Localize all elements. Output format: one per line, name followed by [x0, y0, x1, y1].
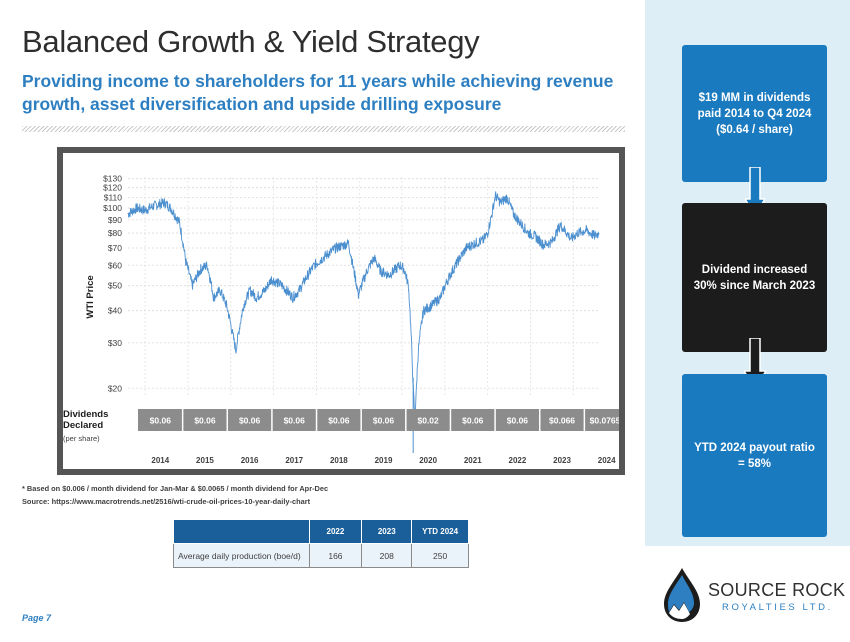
y-tick-label: $60	[108, 260, 122, 270]
oil-drop-icon	[664, 568, 700, 622]
dividend-value: $0.06	[507, 416, 529, 426]
dividends-label: Declared	[63, 420, 103, 431]
production-table: 2022 2023 YTD 2024 Average daily product…	[173, 519, 469, 568]
hatched-divider	[22, 126, 625, 132]
production-table-header-blank	[173, 519, 310, 544]
y-axis-title: WTI Price	[85, 275, 96, 318]
wti-price-chart: $130$120$110$100 $90 $80 $70 $60 $50 $40 $30 $20…	[63, 174, 619, 465]
wti-price-line	[127, 191, 600, 422]
x-tick-label: 2019	[375, 456, 393, 465]
production-row-label: Average daily production (boe/d)	[173, 543, 310, 568]
footnote-source: Source: https://www.macrotrends.net/2516…	[22, 497, 311, 506]
dividend-bar	[138, 409, 619, 431]
y-tick-label: $70	[108, 243, 122, 253]
x-tick-label: 2021	[464, 456, 482, 465]
dividend-value: $0.066	[549, 416, 575, 426]
page-subtitle: Providing income to shareholders for 11 …	[22, 71, 614, 114]
x-tick-label: 2014	[151, 456, 169, 465]
table-row: Average daily production (boe/d) 166 208…	[173, 543, 469, 568]
production-table-header-row: 2022 2023 YTD 2024	[173, 519, 469, 544]
production-table-header-2022: 2022	[308, 519, 363, 544]
y-tick-label: $80	[108, 228, 122, 238]
page-number: Page 7	[22, 613, 52, 623]
y-tick-label: $110	[104, 192, 123, 202]
y-tick-label: $130	[103, 174, 122, 184]
x-tick-label: 2018	[330, 456, 348, 465]
y-tick-label: $120	[103, 183, 122, 193]
dividend-value: $0.0765*	[590, 416, 619, 426]
dividend-value: $0.06	[373, 416, 395, 426]
sidebar-box-payout-ratio: YTD 2024 payout ratio = 58%	[682, 374, 827, 537]
x-tick-label: 2024	[598, 456, 616, 465]
production-value-2023: 208	[361, 543, 413, 568]
logo-wordmark: SOURCE ROCK	[708, 580, 846, 600]
x-tick-label: 2015	[196, 456, 214, 465]
x-tick-label: 2020	[419, 456, 437, 465]
sidebar-box-dividend-increase: Dividend increased 30% since March 2023	[682, 203, 827, 352]
dividend-value: $0.02	[417, 416, 439, 426]
y-tick-label: $100	[103, 203, 122, 213]
company-logo: SOURCE ROCK ROYALTIES LTD.	[660, 566, 845, 626]
y-tick-label: $40	[108, 306, 122, 316]
wti-chart-frame: $130 $120 $110 $100 $90 $80 $70 $60 $50 $40 $30 $20…	[57, 147, 625, 475]
production-table-header-2023: 2023	[361, 519, 413, 544]
dividends-label: Dividends	[63, 409, 108, 420]
dividend-value: $0.06	[462, 416, 484, 426]
dividend-value: $0.06	[194, 416, 216, 426]
y-tick-label: $30	[108, 338, 122, 348]
sidebar-box-dividends-paid: $19 MM in dividends paid 2014 to Q4 2024…	[682, 45, 827, 182]
x-tick-label: 2022	[509, 456, 527, 465]
footnote-asterisk: * Based on $0.006 / month dividend for J…	[22, 484, 329, 493]
y-tick-label: $90	[108, 215, 122, 225]
x-tick-label: 2023	[553, 456, 571, 465]
x-tick-label: 2017	[285, 456, 303, 465]
production-value-2022: 166	[308, 543, 363, 568]
dividends-sublabel: (per share)	[63, 434, 100, 443]
dividend-value: $0.06	[328, 416, 350, 426]
x-tick-label: 2016	[241, 456, 259, 465]
dividend-value: $0.06	[284, 416, 306, 426]
dividend-value: $0.06	[239, 416, 261, 426]
dividend-value: $0.06	[150, 416, 172, 426]
y-tick-label: $50	[108, 281, 122, 291]
page-title: Balanced Growth & Yield Strategy	[22, 24, 480, 59]
logo-subtitle: ROYALTIES LTD.	[722, 602, 833, 613]
production-table-header-ytd2024: YTD 2024	[411, 519, 469, 544]
y-tick-label: $20	[108, 383, 122, 393]
production-value-ytd2024: 250	[411, 543, 469, 568]
